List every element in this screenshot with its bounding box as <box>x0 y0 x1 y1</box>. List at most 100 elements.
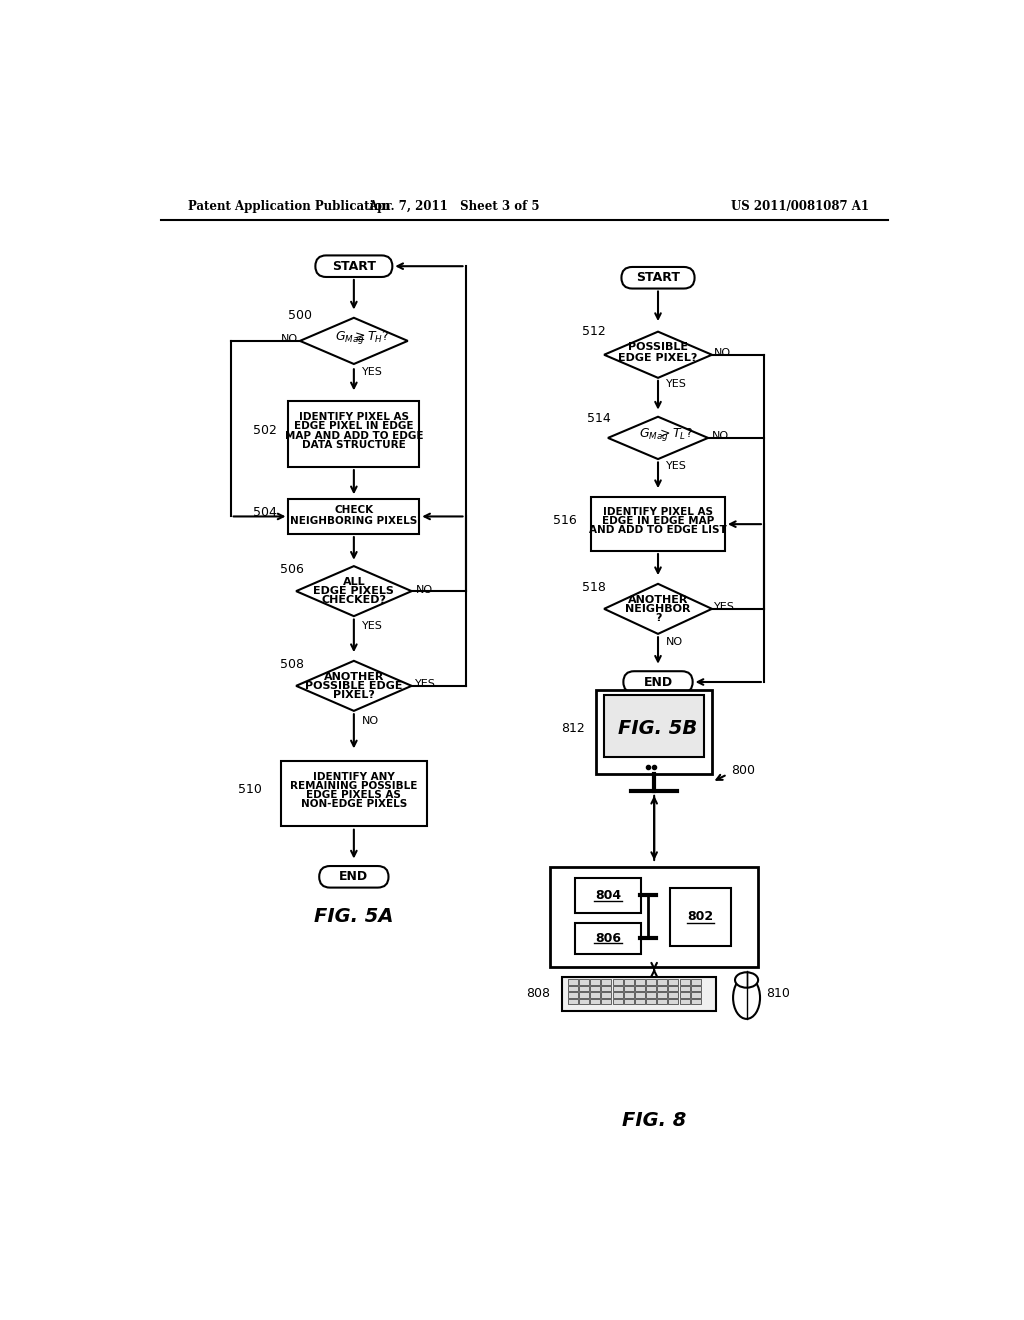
Bar <box>289 401 419 467</box>
Bar <box>680 999 689 1005</box>
Text: EDGE IN EDGE MAP: EDGE IN EDGE MAP <box>602 516 714 527</box>
Text: POSSIBLE EDGE: POSSIBLE EDGE <box>305 681 402 690</box>
Polygon shape <box>604 583 712 634</box>
Text: FIG. 5A: FIG. 5A <box>314 907 393 927</box>
FancyBboxPatch shape <box>319 866 388 887</box>
Text: PIXEL?: PIXEL? <box>333 690 375 700</box>
Bar <box>550 867 758 966</box>
Bar <box>691 979 700 985</box>
Text: NO: NO <box>416 585 432 594</box>
Bar <box>635 979 645 985</box>
Polygon shape <box>608 417 708 459</box>
Text: DATA STRUCTURE: DATA STRUCTURE <box>302 440 406 450</box>
Ellipse shape <box>733 977 760 1019</box>
Text: START: START <box>636 271 680 284</box>
Bar <box>601 993 611 998</box>
Text: EDGE PIXEL?: EDGE PIXEL? <box>618 352 697 363</box>
Text: YES: YES <box>416 680 436 689</box>
Text: 808: 808 <box>526 987 550 1001</box>
Bar <box>670 888 731 945</box>
Bar <box>575 878 641 912</box>
Text: YES: YES <box>666 379 686 389</box>
Text: 504: 504 <box>253 506 276 519</box>
Bar <box>590 999 600 1005</box>
Bar <box>590 993 600 998</box>
Text: END: END <box>643 676 673 689</box>
Text: EDGE PIXEL IN EDGE: EDGE PIXEL IN EDGE <box>294 421 414 432</box>
Text: 812: 812 <box>561 722 585 735</box>
Bar <box>669 993 679 998</box>
Text: $G_{Mag}$: $G_{Mag}$ <box>639 425 669 442</box>
Text: NEIGHBOR: NEIGHBOR <box>626 603 691 614</box>
Text: $\geq T_H$?: $\geq T_H$? <box>352 330 389 345</box>
Text: 810: 810 <box>766 987 790 1001</box>
Bar <box>590 979 600 985</box>
Text: YES: YES <box>666 462 686 471</box>
Text: ?: ? <box>654 612 662 623</box>
Bar <box>568 999 578 1005</box>
Bar <box>590 986 600 991</box>
Text: US 2011/0081087 A1: US 2011/0081087 A1 <box>731 199 869 213</box>
Text: AND ADD TO EDGE LIST: AND ADD TO EDGE LIST <box>589 525 727 536</box>
Text: 510: 510 <box>238 783 261 796</box>
Bar <box>580 986 589 991</box>
Text: Apr. 7, 2011   Sheet 3 of 5: Apr. 7, 2011 Sheet 3 of 5 <box>369 199 540 213</box>
Text: ANOTHER: ANOTHER <box>324 672 384 681</box>
Bar <box>657 993 668 998</box>
Bar <box>691 999 700 1005</box>
Bar <box>669 979 679 985</box>
Bar <box>646 999 656 1005</box>
Text: START: START <box>332 260 376 273</box>
Bar <box>624 993 634 998</box>
Text: 508: 508 <box>280 657 304 671</box>
Bar <box>657 999 668 1005</box>
Text: 514: 514 <box>587 412 610 425</box>
Text: REMAINING POSSIBLE: REMAINING POSSIBLE <box>290 781 418 791</box>
Bar <box>691 993 700 998</box>
Bar <box>624 986 634 991</box>
Text: FIG. 8: FIG. 8 <box>622 1111 686 1130</box>
Bar <box>680 979 689 985</box>
Bar <box>591 498 725 552</box>
Text: $G_{Mag}$: $G_{Mag}$ <box>335 329 365 346</box>
Text: 804: 804 <box>595 888 621 902</box>
Bar <box>646 979 656 985</box>
Bar <box>624 979 634 985</box>
Bar <box>580 999 589 1005</box>
Bar <box>604 696 705 756</box>
Bar <box>669 986 679 991</box>
Bar <box>575 923 641 954</box>
Bar <box>646 993 656 998</box>
Text: NO: NO <box>361 715 379 726</box>
Bar <box>568 979 578 985</box>
Text: 512: 512 <box>582 325 605 338</box>
Polygon shape <box>300 318 408 364</box>
Text: YES: YES <box>361 367 382 376</box>
Text: NO: NO <box>712 432 729 441</box>
Bar <box>612 999 623 1005</box>
Text: EDGE PIXELS: EDGE PIXELS <box>313 586 394 597</box>
Text: NEIGHBORING PIXELS: NEIGHBORING PIXELS <box>290 516 418 527</box>
Bar <box>568 993 578 998</box>
Bar <box>289 499 419 533</box>
Bar <box>596 689 712 775</box>
Text: $>T_L$?: $>T_L$? <box>657 426 693 442</box>
Text: NO: NO <box>714 348 731 358</box>
Text: FIG. 5B: FIG. 5B <box>618 718 697 738</box>
Bar <box>580 993 589 998</box>
Text: 802: 802 <box>687 911 714 924</box>
Bar <box>657 986 668 991</box>
Text: CHECKED?: CHECKED? <box>322 595 386 606</box>
Text: CHECK: CHECK <box>334 506 374 515</box>
Text: 806: 806 <box>595 932 621 945</box>
Text: 506: 506 <box>280 564 304 576</box>
Text: Patent Application Publication: Patent Application Publication <box>188 199 391 213</box>
Bar <box>657 979 668 985</box>
Bar <box>680 986 689 991</box>
Bar <box>612 993 623 998</box>
Text: MAP AND ADD TO EDGE: MAP AND ADD TO EDGE <box>285 430 423 441</box>
Text: IDENTIFY ANY: IDENTIFY ANY <box>313 772 394 781</box>
Bar <box>580 979 589 985</box>
Ellipse shape <box>735 973 758 987</box>
Polygon shape <box>296 661 412 711</box>
